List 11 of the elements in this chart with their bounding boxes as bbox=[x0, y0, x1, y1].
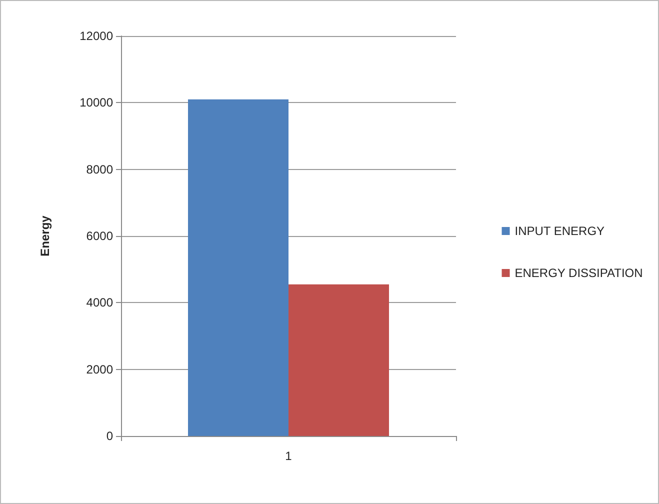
y-tick-label: 2000 bbox=[86, 362, 114, 376]
legend-label: ENERGY DISSIPATION bbox=[514, 266, 643, 280]
y-tick-label: 4000 bbox=[86, 296, 114, 310]
y-tick-label: 8000 bbox=[86, 162, 114, 176]
y-tick-label: 10000 bbox=[80, 96, 114, 110]
y-axis-title: Energy bbox=[38, 215, 52, 256]
y-tick-label: 0 bbox=[106, 429, 114, 443]
x-tick-label: 1 bbox=[285, 449, 292, 463]
y-tick-label: 6000 bbox=[86, 229, 114, 243]
y-tick-label: 12000 bbox=[80, 29, 114, 43]
legend-label: INPUT ENERGY bbox=[514, 224, 605, 238]
